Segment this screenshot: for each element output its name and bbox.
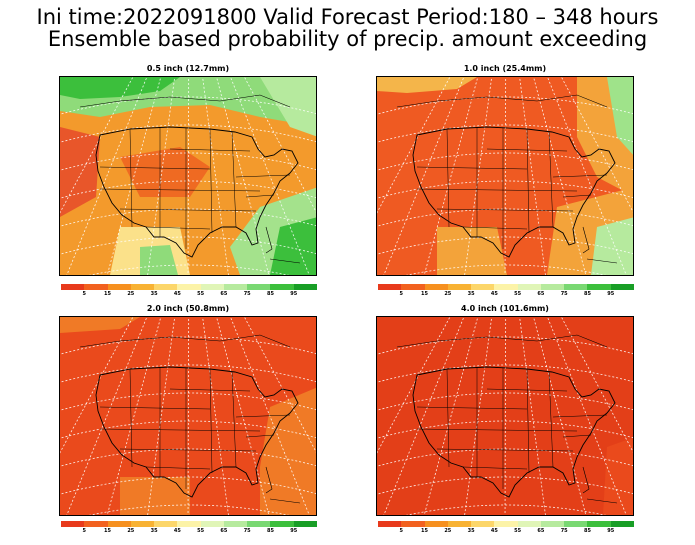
panel-title-1p0-inch: 1.0 inch (25.4mm) — [463, 64, 547, 73]
colorbar-segment — [84, 284, 109, 290]
colorbar-segment — [107, 284, 132, 290]
colorbar-segment — [471, 521, 495, 527]
colorbar-segment — [424, 284, 449, 290]
colorbar-tick-label: 65 — [220, 291, 228, 297]
colorbar-segment — [154, 521, 178, 527]
colorbar-tick-label: 15 — [104, 291, 112, 297]
colorbar-tick-label: 95 — [290, 291, 298, 297]
colorbar-tick-label: 35 — [150, 291, 158, 297]
colorbar-segment — [293, 284, 318, 290]
colorbar-tick-label: 45 — [173, 528, 181, 534]
colorbar-4p0-inch: 5 15 25 35 45 55 65 75 85 95 — [378, 521, 635, 534]
panel-title-0p5-inch: 0.5 inch (12.7mm) — [146, 64, 230, 73]
colorbar-0p5-inch: 5 15 25 35 45 55 65 75 85 95 — [61, 284, 318, 297]
colorbar-segment — [494, 521, 519, 527]
colorbar-segment — [447, 284, 472, 290]
colorbar-tick-label: 55 — [514, 528, 522, 534]
colorbar-tick-label: 75 — [560, 528, 568, 534]
colorbar-tick-label: 35 — [150, 528, 158, 534]
colorbar-tick-label: 65 — [537, 291, 545, 297]
colorbar-tick-label: 25 — [444, 528, 452, 534]
colorbar-segment — [378, 284, 402, 290]
colorbar-segment — [494, 284, 519, 290]
colorbar-segment — [424, 521, 449, 527]
colorbar-tick-label: 25 — [127, 528, 135, 534]
colorbar-segment — [401, 284, 426, 290]
colorbar-tick-label: 5 — [399, 291, 404, 297]
colorbar-segment — [270, 521, 295, 527]
colorbar-tick-label: 15 — [421, 291, 429, 297]
colorbar-tick-label: 45 — [173, 291, 181, 297]
colorbar-segment — [447, 521, 472, 527]
colorbar-segment — [378, 521, 402, 527]
colorbar-segment — [154, 284, 178, 290]
colorbar-tick-label: 25 — [127, 291, 135, 297]
colorbar-segment — [200, 284, 225, 290]
probability-map-2p0-inch — [59, 316, 317, 516]
colorbar-tick-label: 5 — [82, 291, 87, 297]
colorbar-tick-label: 75 — [243, 528, 251, 534]
colorbar-segment — [84, 521, 109, 527]
colorbar-segment — [130, 284, 155, 290]
colorbar-tick-label: 55 — [514, 291, 522, 297]
colorbar-segment — [564, 284, 588, 290]
colorbar-segment — [200, 521, 225, 527]
colorbar-tick-label: 75 — [243, 291, 251, 297]
colorbar-tick-label: 95 — [607, 291, 615, 297]
colorbar-tick-label: 95 — [290, 528, 298, 534]
panel-title-2p0-inch: 2.0 inch (50.8mm) — [146, 304, 230, 313]
colorbar-tick-label: 5 — [399, 528, 404, 534]
colorbar-segment — [471, 284, 495, 290]
colorbar-segment — [587, 521, 612, 527]
colorbar-tick-label: 5 — [82, 528, 87, 534]
colorbar-segment — [517, 284, 542, 290]
colorbar-segment — [540, 521, 565, 527]
colorbar-tick-label: 35 — [467, 291, 475, 297]
colorbar-segment — [177, 284, 202, 290]
colorbar-tick-label: 85 — [583, 291, 591, 297]
colorbar-segment — [540, 284, 565, 290]
probability-map-0p5-inch — [59, 76, 317, 276]
figure-title-line-1: Ini time:2022091800 Valid Forecast Perio… — [36, 5, 659, 29]
colorbar-tick-label: 85 — [583, 528, 591, 534]
colorbar-segment — [270, 284, 295, 290]
colorbar-segment — [610, 521, 635, 527]
colorbar-2p0-inch: 5 15 25 35 45 55 65 75 85 95 — [61, 521, 318, 534]
colorbar-tick-label: 15 — [421, 528, 429, 534]
colorbar-tick-label: 45 — [490, 291, 498, 297]
colorbar-segment — [61, 284, 85, 290]
colorbar-tick-label: 15 — [104, 528, 112, 534]
panel-title-4p0-inch: 4.0 inch (101.6mm) — [461, 304, 549, 313]
colorbar-tick-label: 85 — [266, 528, 274, 534]
colorbar-segment — [610, 284, 635, 290]
colorbar-segment — [177, 521, 202, 527]
figure-title-line-2: Ensemble based probability of precip. am… — [47, 27, 648, 51]
colorbar-segment — [587, 284, 612, 290]
colorbar-segment — [293, 521, 318, 527]
colorbar-segment — [401, 521, 426, 527]
colorbar-segment — [564, 521, 588, 527]
colorbar-segment — [247, 284, 271, 290]
colorbar-1p0-inch: 5 15 25 35 45 55 65 75 85 95 — [378, 284, 635, 297]
colorbar-tick-label: 75 — [560, 291, 568, 297]
colorbar-tick-label: 45 — [490, 528, 498, 534]
colorbar-tick-label: 65 — [220, 528, 228, 534]
colorbar-segment — [247, 521, 271, 527]
colorbar-tick-label: 85 — [266, 291, 274, 297]
colorbar-tick-label: 95 — [607, 528, 615, 534]
colorbar-segment — [517, 521, 542, 527]
colorbar-segment — [223, 521, 248, 527]
colorbar-segment — [107, 521, 132, 527]
colorbar-tick-label: 25 — [444, 291, 452, 297]
probability-map-1p0-inch — [376, 76, 634, 276]
colorbar-segment — [61, 521, 85, 527]
colorbar-segment — [223, 284, 248, 290]
colorbar-tick-label: 65 — [537, 528, 545, 534]
probability-map-4p0-inch — [376, 316, 634, 516]
colorbar-tick-label: 35 — [467, 528, 475, 534]
colorbar-segment — [130, 521, 155, 527]
colorbar-tick-label: 55 — [197, 291, 205, 297]
colorbar-tick-label: 55 — [197, 528, 205, 534]
